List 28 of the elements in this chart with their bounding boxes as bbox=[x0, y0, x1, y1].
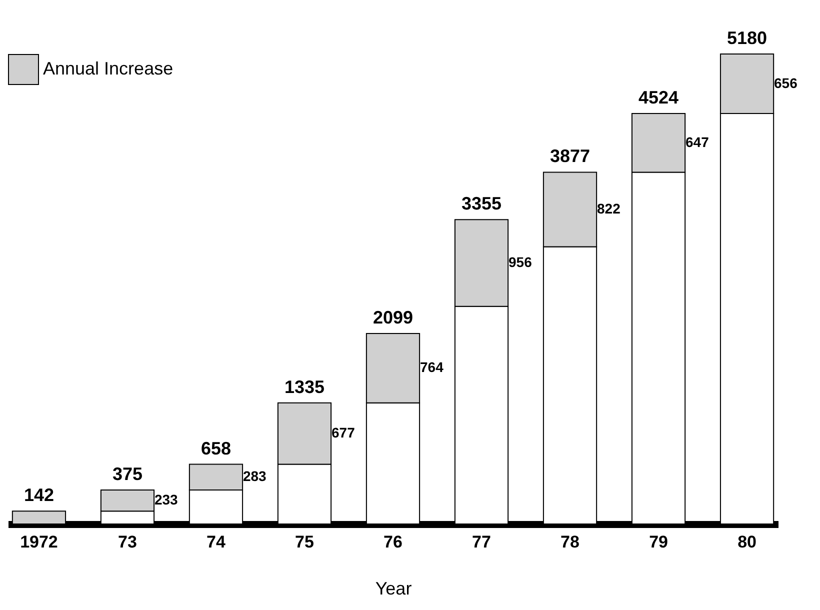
total-label: 3877 bbox=[550, 146, 590, 166]
data-label: 233 bbox=[154, 492, 178, 508]
x-tick-label: 79 bbox=[649, 532, 668, 552]
total-label: 375 bbox=[112, 464, 143, 484]
data-label: 656 bbox=[774, 74, 798, 91]
data-label: 647 bbox=[686, 134, 710, 150]
x-tick-label: 76 bbox=[384, 532, 402, 552]
data-label: 283 bbox=[242, 468, 267, 484]
total-label: 658 bbox=[200, 438, 232, 458]
x-tick-label: 78 bbox=[560, 532, 580, 552]
data-label: 764 bbox=[420, 359, 444, 376]
x-tick-label: 77 bbox=[472, 532, 491, 552]
x-tick-label: 73 bbox=[118, 532, 137, 552]
total-label: 3355 bbox=[461, 194, 502, 214]
total-label: 5180 bbox=[727, 28, 768, 48]
x-axis-title: Year bbox=[375, 578, 412, 598]
data-label: 956 bbox=[508, 254, 532, 270]
x-tick-label: 80 bbox=[738, 532, 756, 552]
x-tick-label: 74 bbox=[206, 532, 226, 552]
total-label: 142 bbox=[24, 485, 54, 506]
x-tick-label: 1972 bbox=[20, 532, 58, 552]
data-label: 677 bbox=[331, 424, 356, 441]
total-label: 2099 bbox=[372, 308, 414, 328]
legend-label: Annual Increase bbox=[43, 58, 174, 78]
total-label: 4524 bbox=[638, 88, 679, 108]
data-label: 822 bbox=[597, 200, 621, 217]
x-tick-label: 75 bbox=[295, 532, 314, 552]
total-label: 1335 bbox=[284, 376, 325, 397]
